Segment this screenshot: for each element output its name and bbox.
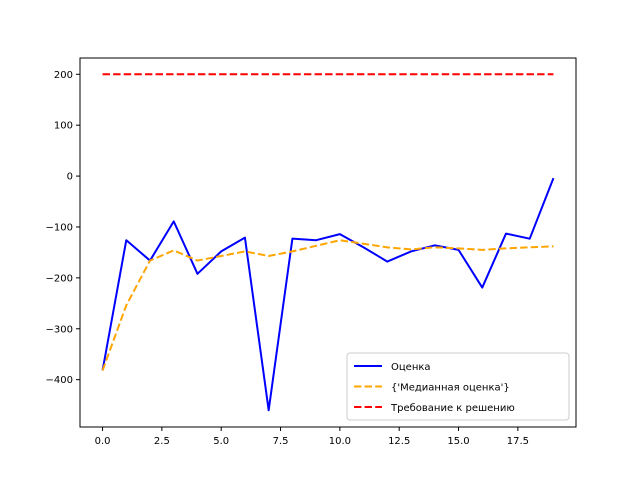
y-tick-label: −200	[46, 273, 73, 284]
legend-box	[346, 352, 570, 421]
y-axis: −400 −300 −200 −100 0 100 200	[46, 70, 80, 386]
x-tick-label: 2.5	[154, 436, 170, 447]
legend-label-2: Требование к решению	[390, 403, 515, 414]
legend-label-0: Оценка	[391, 362, 431, 373]
y-tick-label: −100	[46, 222, 73, 233]
y-tick-label: −400	[46, 375, 73, 386]
series-line-0	[101, 177, 555, 412]
legend-label-1: {'Медианная оценка'}	[391, 383, 510, 394]
x-tick-label: 12.5	[388, 436, 410, 447]
plot-frame	[79, 57, 577, 428]
x-tick-label: 10.0	[329, 436, 351, 447]
y-tick-label: 100	[54, 121, 73, 132]
x-tick-label: 5.0	[213, 436, 229, 447]
series-line-1	[101, 239, 554, 371]
y-tick-label: 200	[54, 70, 73, 81]
legend: Оценка {'Медианная оценка'} Требование к р…	[346, 352, 570, 421]
x-axis: 0.0 2.5 5.0 7.5 10.0 12.5 15.0 17.5	[95, 427, 529, 447]
y-tick-label: −300	[46, 324, 73, 335]
series-layer	[101, 73, 555, 412]
x-tick-label: 7.5	[273, 436, 289, 447]
y-tick-label: 0	[67, 172, 73, 183]
x-tick-label: 17.5	[507, 436, 529, 447]
x-tick-label: 0.0	[95, 436, 111, 447]
x-tick-label: 15.0	[447, 436, 469, 447]
